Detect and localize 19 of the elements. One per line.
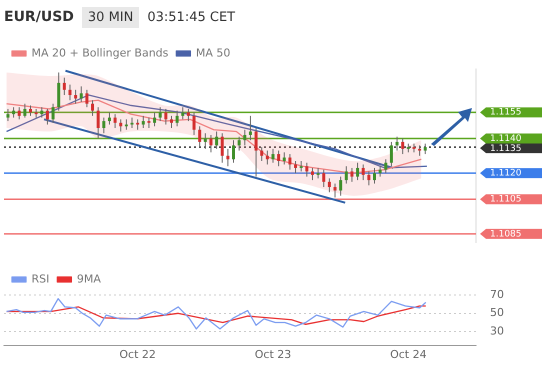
y-tick-label: 1.1085: [490, 229, 522, 240]
chart-title: EUR/USD: [4, 9, 74, 25]
chart-subtitle: 30 MIN: [82, 6, 140, 28]
x-tick-label: Oct 22: [119, 348, 156, 361]
legend-label: RSI: [32, 272, 50, 286]
y-tick-label: 1.1155: [490, 108, 522, 118]
y-tick-label: 1.1105: [490, 194, 522, 205]
x-tick-label: Oct 24: [390, 348, 427, 361]
y-tick-label: 50: [490, 306, 504, 320]
text: 03:51:45 CET: [147, 10, 236, 24]
legend-label: 9MA: [76, 272, 102, 286]
y-tick-label: 30: [490, 324, 504, 338]
x-tick-label: Oct 23: [254, 348, 292, 361]
y-tick-label: 70: [490, 288, 504, 301]
legend-label: MA 20 + Bollinger Bands: [32, 46, 169, 60]
legend-label: MA 50: [196, 46, 230, 60]
ref-line-label: 1.1135: [490, 144, 522, 154]
y-tick-label: 1.1140: [490, 134, 522, 144]
y-tick-label: 1.1120: [490, 168, 522, 179]
